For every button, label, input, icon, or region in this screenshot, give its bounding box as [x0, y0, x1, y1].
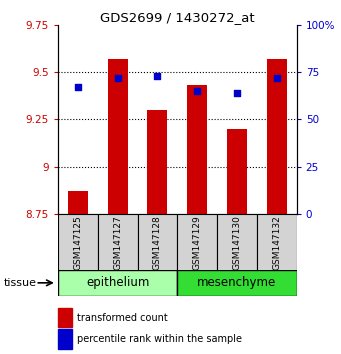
- Bar: [257, 214, 297, 271]
- Bar: [177, 270, 297, 296]
- Bar: [267, 59, 287, 214]
- Bar: [108, 59, 128, 214]
- Bar: [177, 214, 217, 271]
- Bar: [148, 110, 167, 214]
- Point: [194, 88, 200, 94]
- Text: transformed count: transformed count: [77, 313, 167, 323]
- Text: GSM147129: GSM147129: [193, 215, 202, 270]
- Text: tissue: tissue: [3, 278, 36, 288]
- Text: GSM147130: GSM147130: [233, 215, 241, 270]
- Text: percentile rank within the sample: percentile rank within the sample: [77, 334, 242, 344]
- Bar: [217, 214, 257, 271]
- Bar: [58, 214, 98, 271]
- Point: [155, 73, 160, 79]
- Point: [274, 75, 280, 81]
- Bar: [227, 129, 247, 214]
- Point: [75, 85, 80, 90]
- Bar: [187, 85, 207, 214]
- Text: GSM147132: GSM147132: [272, 215, 281, 270]
- Text: GSM147125: GSM147125: [73, 215, 83, 270]
- Bar: [58, 270, 177, 296]
- Text: GSM147128: GSM147128: [153, 215, 162, 270]
- Title: GDS2699 / 1430272_at: GDS2699 / 1430272_at: [100, 11, 255, 24]
- Bar: [137, 214, 177, 271]
- Text: epithelium: epithelium: [86, 276, 149, 289]
- Text: GSM147127: GSM147127: [113, 215, 122, 270]
- Bar: [68, 192, 88, 214]
- Bar: [98, 214, 137, 271]
- Point: [115, 75, 120, 81]
- Point: [234, 90, 240, 96]
- Text: mesenchyme: mesenchyme: [197, 276, 277, 289]
